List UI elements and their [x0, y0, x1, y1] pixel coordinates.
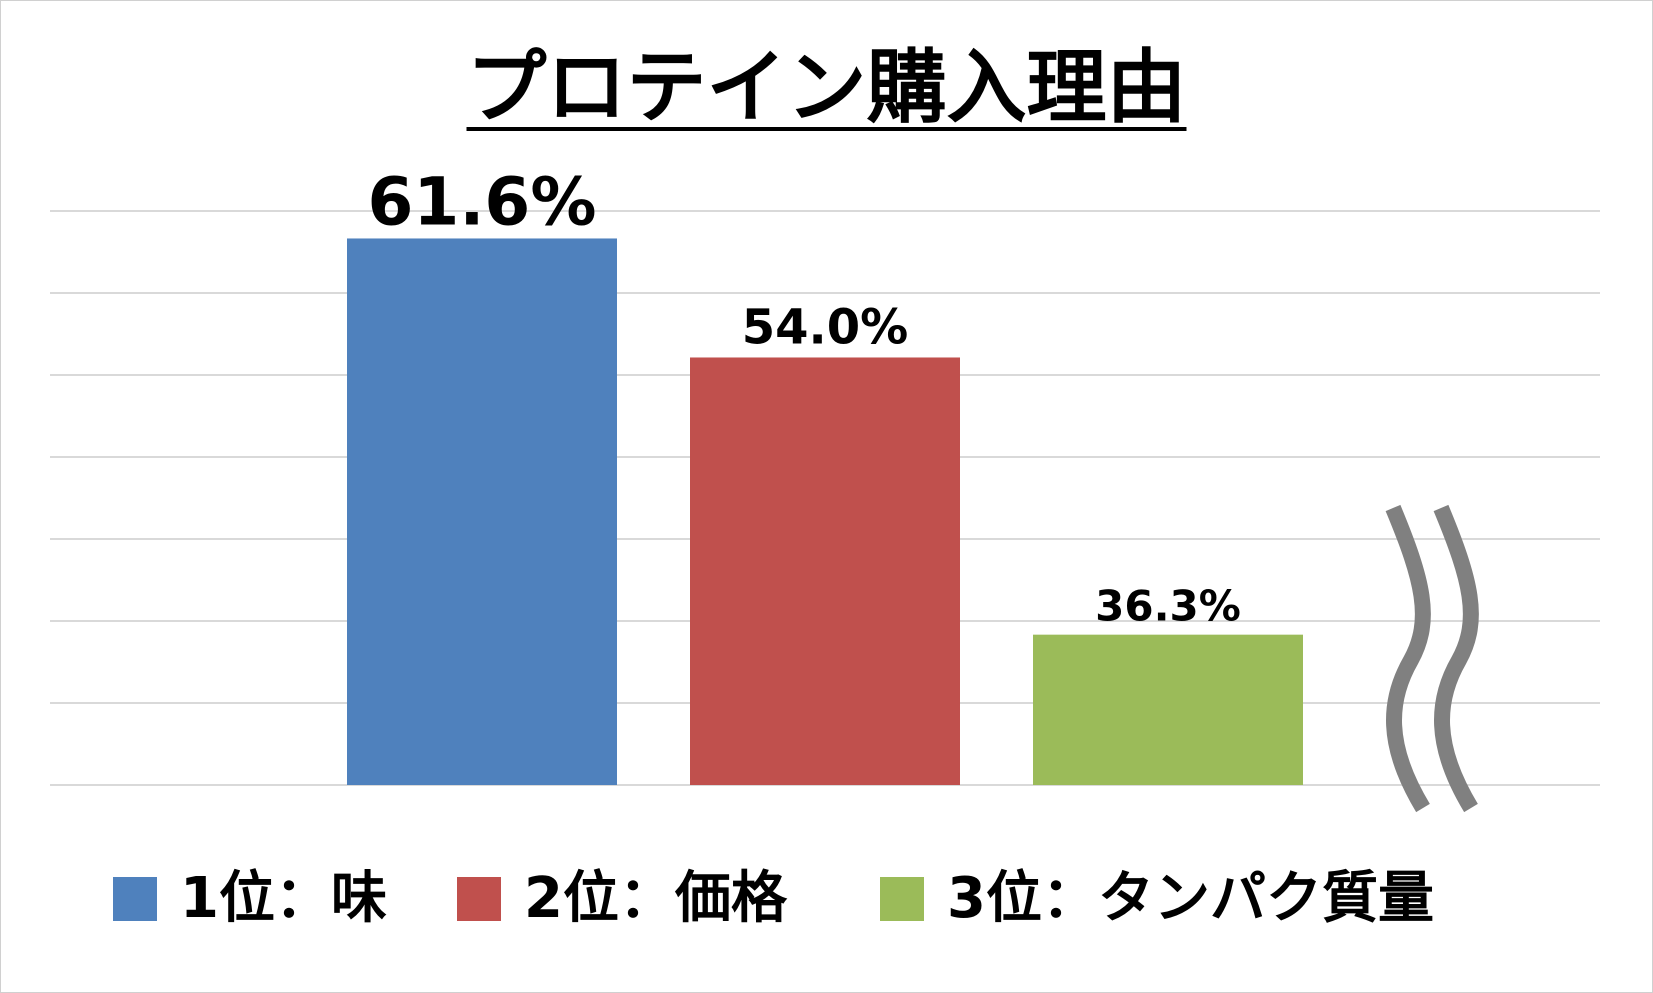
legend-swatch-3: [880, 877, 924, 921]
axis-break-stroke: [1433, 504, 1479, 813]
data-label-3: 36.3%: [1095, 582, 1241, 631]
axis-break-symbol: [1385, 504, 1479, 813]
value-labels: 61.6% 54.0% 36.3%: [368, 163, 1241, 630]
bars: [347, 238, 1303, 785]
legend-label-2: 2位：価格: [524, 866, 788, 931]
bar-1: [347, 238, 617, 785]
chart-title-text: プロテイン購入理由: [466, 41, 1187, 134]
legend: 1位：味 2位：価格 3位：タンパク質量: [113, 866, 1434, 931]
legend-label-1: 1位：味: [180, 866, 387, 931]
axis-break-stroke: [1385, 504, 1431, 813]
chart-title: プロテイン購入理由: [0, 38, 1653, 138]
data-label-2: 54.0%: [742, 299, 909, 355]
legend-swatch-1: [113, 877, 157, 921]
bar-3: [1033, 634, 1303, 785]
legend-label-3: 3位：タンパク質量: [947, 866, 1434, 931]
legend-swatch-2: [457, 877, 501, 921]
data-label-1: 61.6%: [368, 163, 597, 240]
bar-2: [690, 357, 960, 785]
